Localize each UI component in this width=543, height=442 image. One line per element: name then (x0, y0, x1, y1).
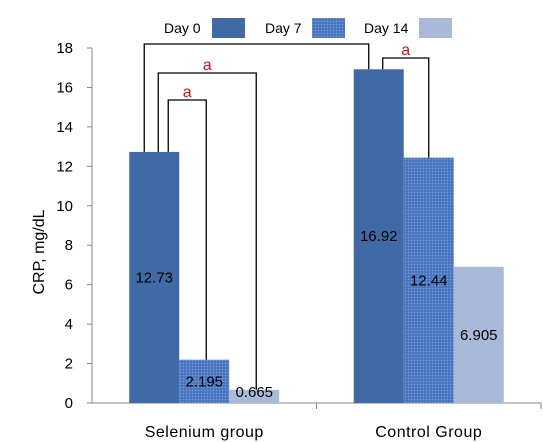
y-tick-label: 0 (65, 395, 73, 412)
bar-day-0 (129, 151, 180, 403)
data-label: 12.44 (410, 272, 448, 289)
axes: 0 2 4 6 8 10 12 14 16 18 Selenium group Control Gro… (56, 40, 542, 441)
significance-brackets: aaa (143, 42, 430, 390)
category-label: Selenium group (145, 424, 264, 441)
data-labels: 12.73 2.195 0.665 16.92 12.44 6.905 (135, 228, 497, 401)
legend: Day 0 Day 7 Day 14 (164, 18, 452, 38)
legend-label: Day 7 (265, 20, 302, 36)
legend-swatch (212, 18, 245, 38)
y-tick-label: 10 (56, 198, 73, 215)
data-label: 2.195 (185, 373, 223, 390)
legend-label: Day 14 (364, 20, 409, 36)
bar-day-7 (179, 359, 230, 403)
legend-swatch (419, 18, 452, 38)
bar-day-14 (453, 266, 504, 403)
legend-swatch (312, 18, 345, 38)
data-label: 12.73 (135, 269, 173, 286)
significance-marker: a (183, 84, 192, 101)
bar-day-7 (403, 157, 454, 403)
bar-day-0 (353, 69, 404, 404)
y-tick-label: 4 (65, 316, 73, 333)
y-tick-label: 2 (65, 356, 73, 373)
significance-marker: a (401, 42, 410, 59)
legend-label: Day 0 (164, 20, 201, 36)
significance-bracket (382, 57, 430, 158)
significance-marker: a (203, 57, 212, 74)
data-label: 0.665 (235, 384, 273, 401)
significance-bracket (143, 43, 370, 152)
y-tick-label: 12 (56, 158, 73, 175)
category-label: Control Group (375, 424, 482, 441)
bars (129, 69, 504, 404)
data-label: 6.905 (460, 327, 498, 344)
y-axis-title: CRP, mg/dL (31, 209, 48, 294)
significance-bracket (167, 99, 207, 360)
y-tick-label: 8 (65, 237, 73, 254)
bar-day-14 (229, 389, 280, 403)
y-tick-label: 16 (56, 79, 73, 96)
y-tick-label: 18 (56, 40, 73, 57)
y-tick-label: 6 (65, 277, 73, 294)
significance-bracket (157, 72, 257, 390)
y-tick-label: 14 (56, 119, 73, 136)
data-label: 16.92 (360, 228, 398, 245)
